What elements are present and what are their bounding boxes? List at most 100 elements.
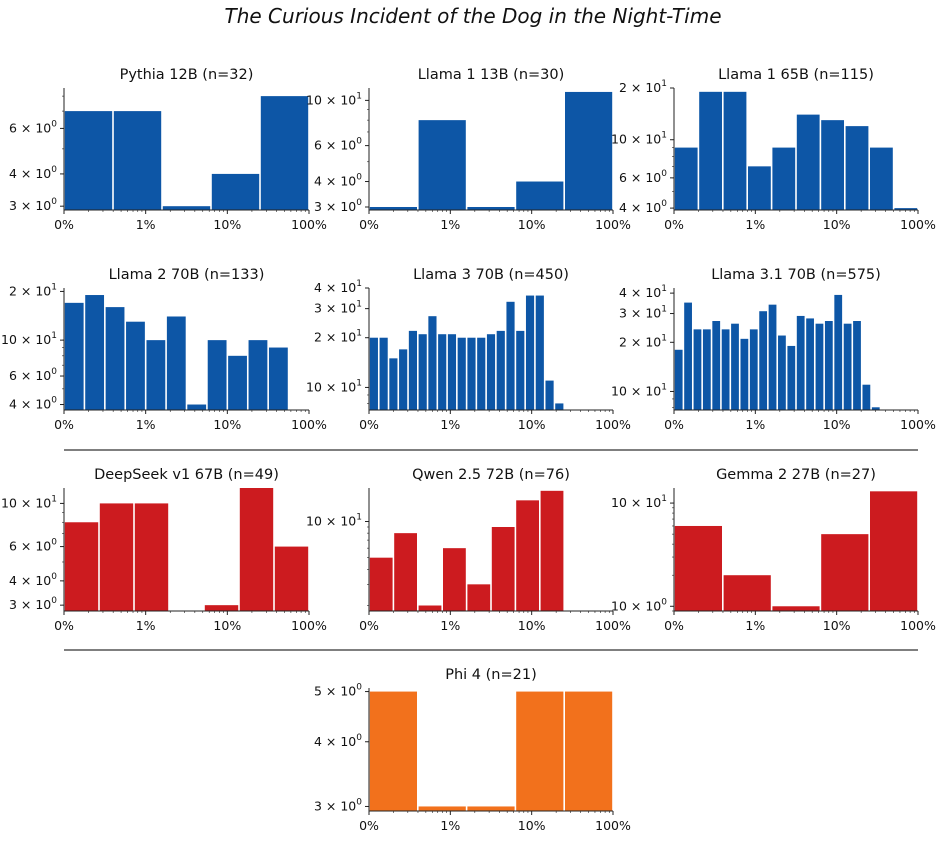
panel-title: Llama 1 65B (n=115) [718, 67, 874, 83]
bar [496, 330, 505, 410]
y-tick-label: 10 × 101 [306, 91, 362, 107]
x-tick-label: 10% [213, 417, 241, 432]
y-tick-label: 2 × 101 [314, 329, 362, 345]
bar [146, 340, 166, 410]
bar [467, 806, 515, 811]
x-tick-label: 1% [745, 417, 765, 432]
bar [99, 503, 134, 611]
bar [211, 173, 260, 210]
figure-title: The Curious Incident of the Dog in the N… [224, 4, 722, 28]
bar [772, 606, 820, 611]
bar [408, 330, 417, 410]
bar [394, 533, 417, 611]
x-tick-label: 100% [291, 618, 327, 633]
x-tick-label: 1% [745, 618, 765, 633]
bar [772, 147, 796, 210]
bar [126, 321, 145, 410]
panel-8: Qwen 2.5 72B (n=76) 0% 1% 10% 100% 10 × 101 [306, 467, 631, 633]
bar [693, 329, 702, 410]
panel-6: Llama 3.1 70B (n=575) 0% 1% 10% 100% 10 × 101… [611, 267, 936, 432]
bar [369, 691, 417, 811]
bar [491, 526, 515, 611]
x-tick-label: 0% [54, 217, 74, 232]
panel-9: Gemma 2 27B (n=27) 0% 1% 10% 100% 10 × 100 10 … [611, 467, 936, 633]
bar [674, 349, 683, 410]
bar [268, 347, 288, 410]
x-tick-label: 0% [54, 417, 74, 432]
y-tick-label: 4 × 100 [9, 572, 57, 588]
bar [467, 206, 515, 210]
panel-title: Llama 1 13B (n=30) [418, 67, 565, 83]
bar [894, 208, 918, 210]
bar [821, 534, 869, 611]
bar [418, 806, 466, 811]
x-tick-label: 0% [359, 417, 379, 432]
bar [824, 321, 833, 410]
bar [457, 337, 466, 410]
bar [443, 548, 466, 611]
x-tick-label: 100% [900, 217, 936, 232]
y-tick-label: 4 × 100 [314, 733, 362, 749]
bar [418, 120, 466, 210]
bar [821, 120, 844, 210]
bar [674, 147, 698, 210]
y-tick-label: 5 × 100 [314, 683, 362, 699]
bar [486, 334, 496, 410]
bar [555, 403, 564, 410]
bar [477, 337, 486, 410]
y-tick-label: 10 × 100 [611, 597, 667, 613]
bar [870, 491, 918, 611]
bar [369, 337, 378, 410]
bar [379, 337, 388, 410]
x-tick-label: 1% [440, 217, 460, 232]
y-tick-label: 3 × 101 [314, 300, 362, 316]
x-tick-label: 10% [213, 618, 241, 633]
bar [239, 488, 274, 611]
x-tick-label: 100% [595, 618, 631, 633]
x-tick-label: 10% [518, 217, 546, 232]
y-tick-label: 4 × 100 [314, 173, 362, 189]
x-tick-label: 10% [518, 417, 546, 432]
y-tick-label: 10 × 101 [1, 494, 57, 510]
bar [740, 338, 749, 410]
bar [105, 307, 125, 410]
bar [525, 295, 535, 410]
bar [467, 584, 491, 611]
y-tick-label: 3 × 100 [9, 197, 57, 213]
panel-3: Llama 1 65B (n=115) 0% 1% 10% 100% 4 × 100 6 ×… [611, 67, 936, 232]
bar [699, 91, 722, 210]
bar [787, 345, 796, 410]
y-tick-label: 10 × 101 [1, 331, 57, 347]
bar [418, 334, 427, 410]
panel-7: DeepSeek v1 67B (n=49) 0% 1% 10% 100% 3 × 100… [1, 467, 327, 633]
bar [778, 335, 786, 410]
bar [845, 126, 869, 210]
bar [447, 334, 457, 410]
x-tick-label: 1% [440, 818, 460, 833]
y-tick-label: 4 × 101 [619, 284, 667, 300]
panel-2: Llama 1 13B (n=30) 0% 1% 10% 100% 3 × 100 4 × … [306, 67, 631, 232]
y-tick-label: 10 × 101 [306, 378, 362, 394]
bar [684, 302, 692, 410]
panel-title: Pythia 12B (n=32) [120, 67, 254, 83]
y-tick-label: 6 × 100 [9, 119, 57, 135]
bar [723, 575, 771, 611]
x-tick-label: 0% [359, 618, 379, 633]
bar [204, 605, 239, 611]
bar [702, 329, 711, 410]
x-tick-label: 0% [664, 417, 684, 432]
x-tick-label: 0% [54, 618, 74, 633]
x-tick-label: 100% [900, 618, 936, 633]
bar [166, 316, 186, 410]
bar [862, 384, 871, 410]
panel-title: Gemma 2 27B (n=27) [716, 467, 876, 483]
x-tick-label: 10% [213, 217, 241, 232]
bar [516, 500, 539, 611]
y-tick-label: 6 × 100 [9, 367, 57, 383]
bar [438, 334, 447, 410]
bar [506, 301, 515, 410]
bar [369, 206, 417, 210]
bar [843, 323, 852, 410]
bar [389, 358, 398, 410]
